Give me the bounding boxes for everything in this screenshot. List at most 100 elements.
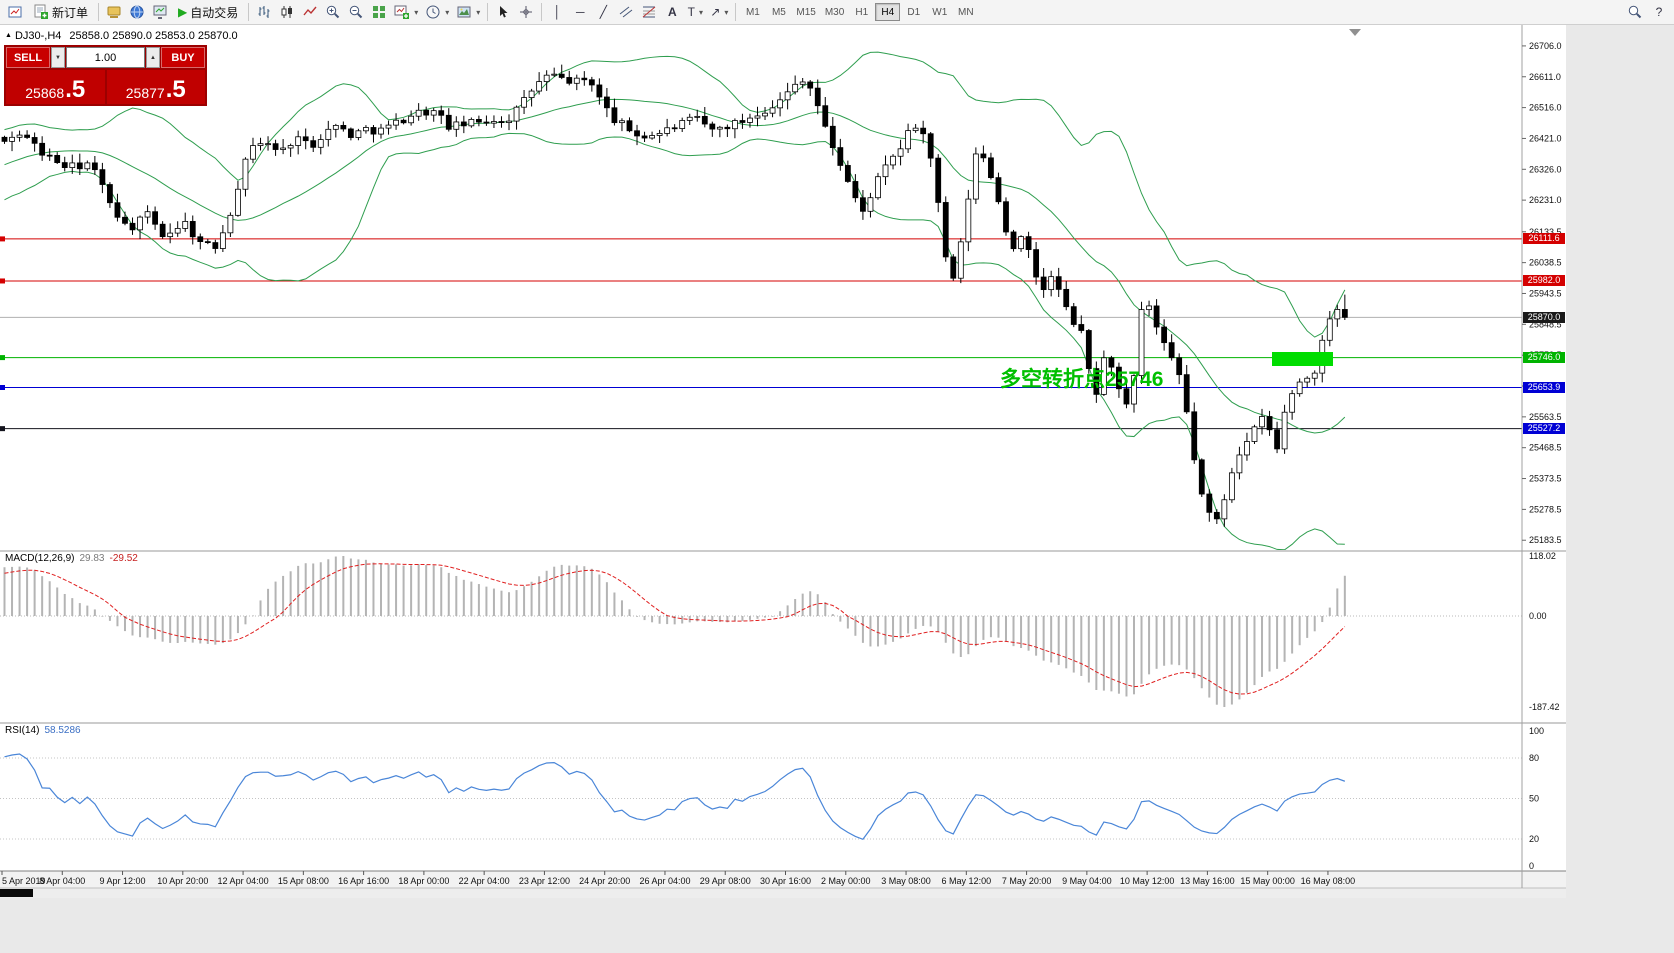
- periods-dropdown[interactable]: ▾: [422, 2, 452, 23]
- rsi-name: RSI(14): [5, 725, 40, 736]
- autotrading-play-icon: ▶: [178, 5, 188, 19]
- label-tool[interactable]: T ▾: [684, 2, 706, 23]
- svg-text:26 Apr 04:00: 26 Apr 04:00: [639, 876, 690, 886]
- price-tag-26111.6[interactable]: 26111.6: [1523, 233, 1565, 245]
- arrows-tool[interactable]: ↗ ▾: [707, 2, 731, 23]
- vertical-line-tool[interactable]: │: [546, 2, 568, 23]
- rsi-value: 58.5286: [44, 725, 81, 736]
- svg-text:26038.5: 26038.5: [1529, 258, 1562, 268]
- svg-text:25943.5: 25943.5: [1529, 288, 1562, 298]
- price-tag-25870.0[interactable]: 25870.0: [1523, 311, 1565, 323]
- horizontal-line-tool[interactable]: ─: [569, 2, 591, 23]
- trendline-icon: ╱: [599, 5, 607, 19]
- buy-button[interactable]: BUY: [161, 47, 205, 68]
- text-icon: A: [667, 5, 677, 19]
- app-window-icon: [4, 2, 26, 23]
- chart-canvas[interactable]: 26706.0 26611.0 26516.0 26421.0 26326.0 26231…: [0, 25, 1566, 898]
- bar-chart-icon[interactable]: [253, 2, 275, 23]
- price-tag-25653.9[interactable]: 25653.9: [1523, 382, 1565, 393]
- svg-text:26611.0: 26611.0: [1529, 72, 1561, 82]
- line-chart-icon[interactable]: [299, 2, 321, 23]
- sell-button[interactable]: SELL: [6, 47, 50, 68]
- candles: [1, 64, 1348, 527]
- svg-text:26133.5: 26133.5: [1529, 227, 1562, 237]
- timeframe-w1-button[interactable]: W1: [927, 3, 952, 21]
- svg-text:0.00: 0.00: [1529, 611, 1547, 621]
- horizontal-line-icon: ─: [576, 5, 585, 19]
- scrollbar-thumb: [0, 889, 33, 897]
- macd-label: MACD(12,26,9) 29.83 -29.52: [5, 553, 138, 564]
- navigator-icon[interactable]: [149, 2, 171, 23]
- timeframe-h1-button[interactable]: H1: [849, 3, 874, 21]
- buy-price[interactable]: 25877.5: [106, 70, 205, 104]
- highlight-box[interactable]: [1272, 352, 1333, 366]
- timeframe-mn-button[interactable]: MN: [953, 3, 978, 21]
- fibonacci-icon: [642, 6, 656, 18]
- svg-text:5 Apr 2019: 5 Apr 2019: [2, 876, 46, 886]
- text-tool[interactable]: A: [661, 2, 683, 23]
- svg-text:16 May 08:00: 16 May 08:00: [1301, 876, 1356, 886]
- buy-price-fraction: .5: [165, 76, 186, 103]
- chevron-down-icon: ▾: [445, 7, 450, 17]
- svg-text:9 May 04:00: 9 May 04:00: [1062, 876, 1112, 886]
- zoom-in-icon[interactable]: [322, 2, 344, 23]
- chart-window: 26706.0 26611.0 26516.0 26421.0 26326.0 26231…: [0, 25, 1566, 898]
- chart-shift-marker[interactable]: [1349, 29, 1361, 36]
- timeframe-h4-button[interactable]: H4: [875, 3, 901, 21]
- svg-text:20: 20: [1529, 834, 1539, 844]
- svg-text:26516.0: 26516.0: [1529, 103, 1562, 113]
- macd-value-signal: -29.52: [109, 553, 138, 564]
- timeframe-d1-button[interactable]: D1: [901, 3, 926, 21]
- svg-text:80: 80: [1529, 753, 1539, 763]
- svg-text:15 May 00:00: 15 May 00:00: [1240, 876, 1295, 886]
- terminal-icon[interactable]: [103, 2, 125, 23]
- new-order-button[interactable]: 新订单: [27, 2, 94, 23]
- new-chart-dropdown[interactable]: ▾: [391, 2, 421, 23]
- svg-text:24 Apr 20:00: 24 Apr 20:00: [579, 876, 630, 886]
- svg-text:22 Apr 04:00: 22 Apr 04:00: [459, 876, 510, 886]
- price-tag-25982.0[interactable]: 25982.0: [1523, 275, 1565, 287]
- svg-text:26421.0: 26421.0: [1529, 133, 1562, 143]
- price-tag-25527.2[interactable]: 25527.2: [1523, 423, 1565, 435]
- volume-increase-button[interactable]: ▲: [146, 47, 160, 68]
- volume-input[interactable]: [66, 47, 145, 68]
- new-order-label: 新订单: [52, 5, 89, 20]
- fibonacci-tool[interactable]: [638, 2, 660, 23]
- svg-text:26326.0: 26326.0: [1529, 164, 1562, 174]
- timeframe-m30-button[interactable]: M30: [821, 3, 848, 21]
- autotrading-button[interactable]: ▶ 自动交易: [172, 2, 244, 23]
- volume-decrease-button[interactable]: ▼: [51, 47, 65, 68]
- svg-text:25183.5: 25183.5: [1529, 535, 1562, 545]
- candlestick-icon[interactable]: [276, 2, 298, 23]
- svg-text:3 May 08:00: 3 May 08:00: [881, 876, 931, 886]
- svg-text:25563.5: 25563.5: [1529, 412, 1562, 422]
- svg-text:25278.5: 25278.5: [1529, 504, 1562, 514]
- zoom-out-icon[interactable]: [345, 2, 367, 23]
- tile-windows-icon[interactable]: [368, 2, 390, 23]
- axes: 26706.0 26611.0 26516.0 26421.0 26326.0 26231…: [0, 25, 1566, 889]
- chevron-down-icon: ▾: [724, 7, 729, 17]
- search-icon[interactable]: [1624, 2, 1646, 23]
- channel-tool[interactable]: [615, 2, 637, 23]
- svg-text:13 May 16:00: 13 May 16:00: [1180, 876, 1235, 886]
- svg-text:25468.5: 25468.5: [1529, 443, 1562, 453]
- chart-header: ▲ DJ30-,H4 25858.0 25890.0 25853.0 25870.0: [5, 30, 238, 42]
- timeframe-m5-button[interactable]: M5: [766, 3, 791, 21]
- crosshair-icon[interactable]: [515, 2, 537, 23]
- help-icon: ?: [1655, 5, 1663, 19]
- svg-text:-187.42: -187.42: [1529, 702, 1560, 712]
- timeframe-m1-button[interactable]: M1: [740, 3, 765, 21]
- clock-icon: [426, 5, 440, 19]
- timeframe-m15-button[interactable]: M15: [792, 3, 819, 21]
- macd-name: MACD(12,26,9): [5, 553, 75, 564]
- chevron-down-icon: ▾: [698, 7, 703, 17]
- market-watch-icon[interactable]: [126, 2, 148, 23]
- sell-price[interactable]: 25868.5: [6, 70, 105, 104]
- svg-text:15 Apr 08:00: 15 Apr 08:00: [278, 876, 329, 886]
- price-tag-25746.0[interactable]: 25746.0: [1523, 352, 1565, 364]
- help-button[interactable]: ?: [1648, 2, 1670, 23]
- trendline-tool[interactable]: ╱: [592, 2, 614, 23]
- templates-dropdown[interactable]: ▾: [453, 2, 483, 23]
- cursor-icon[interactable]: [492, 2, 514, 23]
- sell-price-main: 25868: [25, 85, 65, 101]
